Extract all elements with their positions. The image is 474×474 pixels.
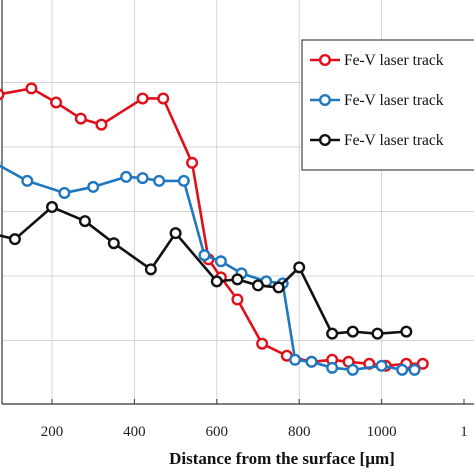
series-3-point <box>46 201 59 214</box>
series-2-point <box>21 174 34 187</box>
series-3-point <box>293 261 306 274</box>
series-2-point <box>58 186 71 199</box>
series-2-point <box>408 363 421 376</box>
series-3-point <box>371 327 384 340</box>
series-group <box>0 82 429 376</box>
series-3-point <box>8 233 21 246</box>
series-1-point <box>186 156 199 169</box>
series-2-point <box>153 174 166 187</box>
legend: Fe-V laser track Fe-V laser track Fe-V las… <box>301 39 474 171</box>
series-2-point <box>375 359 388 372</box>
x-tick-label: 1000 <box>367 424 397 440</box>
axes: 200 400 600 800 1000 1 <box>1 0 474 440</box>
series-2-point <box>120 170 133 183</box>
legend-entry-2: Fe-V laser track <box>310 92 444 109</box>
series-2-point <box>396 363 409 376</box>
legend-marker <box>319 54 332 67</box>
x-tick-label: 800 <box>288 424 311 440</box>
series-1-point <box>416 357 429 370</box>
series-2-point <box>346 363 359 376</box>
legend-label: Fe-V laser track <box>344 132 444 149</box>
series-3-point <box>400 325 413 338</box>
series-3-point <box>326 327 339 340</box>
series-2-point <box>289 353 302 366</box>
legend-marker <box>319 93 332 106</box>
series-1-point <box>50 96 63 109</box>
series-2-point <box>305 355 318 368</box>
series-1-point <box>231 293 244 306</box>
x-tick-label: 600 <box>206 424 229 440</box>
series-1-point <box>157 92 170 105</box>
series-1-point <box>74 112 87 125</box>
series-2-point <box>214 255 227 268</box>
series-3 <box>0 201 413 340</box>
legend-marker <box>319 133 332 146</box>
x-tick-label: 400 <box>123 424 146 440</box>
series-1-point <box>0 88 5 101</box>
series-3-point <box>107 237 120 250</box>
series-3-point <box>272 281 285 294</box>
series-2-point <box>136 172 149 185</box>
series-1-point <box>95 118 108 131</box>
legend-label: Fe-V laser track <box>344 52 444 69</box>
legend-entry-3: Fe-V laser track <box>310 132 444 149</box>
legend-label: Fe-V laser track <box>344 92 444 109</box>
series-3-point <box>144 263 157 276</box>
series-2-point <box>177 174 190 187</box>
legend-entry-1: Fe-V laser track <box>310 52 444 69</box>
series-3-point <box>231 273 244 286</box>
series-3-point <box>251 279 264 292</box>
series-2-point <box>326 361 339 374</box>
series-1-point <box>25 82 38 95</box>
series-2-point <box>198 249 211 262</box>
series-3-point <box>169 227 182 240</box>
x-tick-label: 200 <box>41 424 64 440</box>
x-tick-label: 1 <box>460 424 468 440</box>
series-1-point <box>256 337 269 350</box>
series-3-point <box>78 215 91 228</box>
series-2-point <box>87 180 100 193</box>
series-1-point <box>136 92 149 105</box>
x-axis-title: Distance from the surface [µm] <box>169 449 395 468</box>
series-3-point <box>346 325 359 338</box>
series-3-point <box>210 275 223 288</box>
